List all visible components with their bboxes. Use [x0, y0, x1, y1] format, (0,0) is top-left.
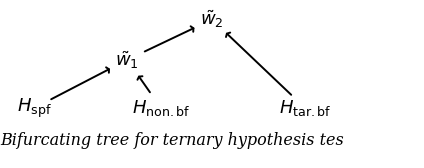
Text: Bifurcating tree for ternary hypothesis tes: Bifurcating tree for ternary hypothesis … — [0, 132, 344, 149]
Text: $\tilde{w}_1$: $\tilde{w}_1$ — [115, 49, 139, 71]
Text: $H_{\rm spf}$: $H_{\rm spf}$ — [17, 97, 51, 120]
Text: $\tilde{w}_2$: $\tilde{w}_2$ — [200, 9, 224, 30]
Text: $H_{\rm tar.bf}$: $H_{\rm tar.bf}$ — [279, 98, 332, 118]
Text: $H_{\rm non.bf}$: $H_{\rm non.bf}$ — [132, 98, 190, 118]
